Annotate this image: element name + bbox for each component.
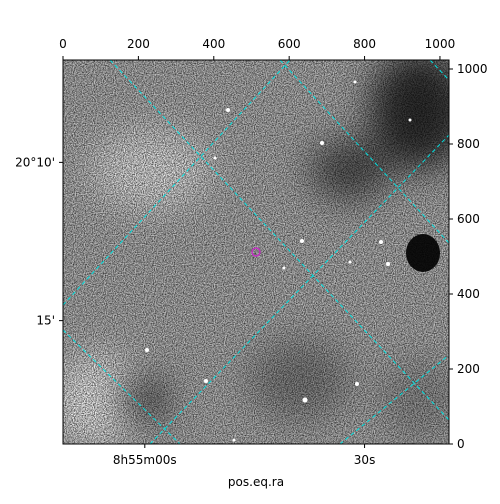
x-tick-label: 1000 [425, 37, 456, 51]
target-marker [251, 247, 261, 257]
sky-image [63, 60, 449, 444]
x-tick-label: 600 [278, 37, 301, 51]
y-tick-label: 200 [457, 362, 480, 376]
x-tick-label: 800 [353, 37, 376, 51]
coordinate-grid-line [429, 60, 449, 81]
y-tick-label: 0 [457, 437, 465, 451]
x-tick-label: 200 [127, 37, 150, 51]
x-tick-label: 0 [59, 37, 67, 51]
y-tick-label: 1000 [457, 62, 488, 76]
coordinate-grid-line [109, 60, 449, 421]
ra-tick-label: 30s [354, 453, 376, 467]
y-tick-label: 800 [457, 137, 480, 151]
dec-tick-label: 15' [36, 314, 55, 328]
axes-frame [62, 59, 450, 445]
x-axis-label: pos.eq.ra [228, 475, 284, 489]
coordinate-grid-line [63, 329, 181, 444]
x-tick-label: 400 [202, 37, 225, 51]
y-tick-label: 400 [457, 287, 480, 301]
dec-tick-label: 20°10' [15, 155, 55, 169]
coordinate-grid-line [149, 134, 449, 444]
ra-tick-label: 8h55m00s [113, 453, 177, 467]
coordinate-grid-line [339, 354, 449, 444]
y-tick-label: 600 [457, 212, 480, 226]
